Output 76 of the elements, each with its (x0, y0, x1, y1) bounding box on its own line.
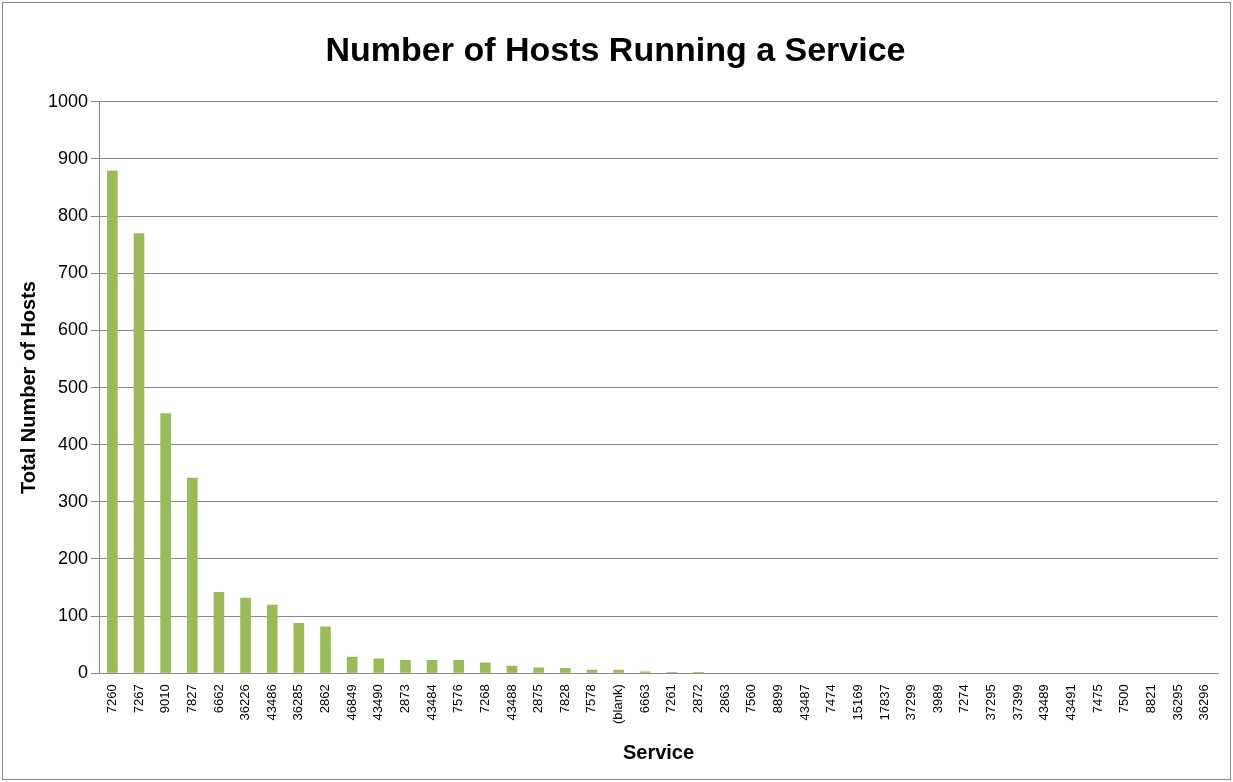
x-tick-label: 43484 (423, 684, 439, 721)
bar (533, 667, 544, 673)
x-tick-label: 43488 (503, 684, 519, 721)
bar (373, 658, 385, 673)
x-axis-title: Service (622, 740, 695, 763)
bar (480, 662, 491, 673)
x-tick-label: 36226 (237, 684, 253, 721)
x-tick-label: 7827 (183, 684, 199, 714)
bar (107, 170, 118, 673)
y-tick-label: 900 (58, 147, 89, 168)
y-tick-label: 300 (58, 490, 89, 511)
y-tick-label: 500 (58, 376, 89, 397)
y-axis-title: Total Number of Hosts (16, 281, 39, 495)
bar (160, 413, 171, 673)
x-tick-label: 7274 (956, 684, 972, 714)
x-tick-label: 2873 (397, 684, 412, 714)
x-tick-label: 37399 (1009, 684, 1025, 721)
x-tick-label: 37295 (983, 684, 999, 721)
x-tick-label: 36296 (1196, 684, 1212, 721)
chart-title: Number of Hosts Running a Service (325, 29, 906, 68)
bar (586, 669, 598, 673)
x-tick-label: 43487 (796, 684, 812, 721)
x-tick-label: 2862 (317, 684, 333, 714)
bar (240, 597, 251, 673)
x-tick-label: 7475 (1089, 684, 1105, 714)
x-tick-label: 7267 (130, 684, 146, 714)
bar (453, 660, 465, 673)
bar (213, 592, 225, 673)
x-tick-label: 43489 (1036, 684, 1052, 721)
x-tick-label: 36285 (290, 684, 306, 721)
x-tick-label: 37299 (903, 684, 919, 721)
bar (320, 626, 331, 673)
y-tick-label: 100 (58, 605, 89, 626)
y-tick-label: 800 (58, 205, 89, 226)
bar (346, 656, 358, 673)
y-tick-label: 600 (58, 319, 89, 340)
y-tick-label: 0 (78, 662, 89, 683)
x-tick-label: 7578 (583, 684, 599, 714)
bar (293, 622, 305, 673)
bar (613, 669, 624, 673)
x-tick-label: 46849 (343, 684, 359, 721)
x-tick-label: (blank) (610, 684, 626, 725)
bar (506, 665, 518, 673)
bar (400, 660, 411, 673)
x-tick-label: 7474 (823, 684, 839, 714)
x-tick-label: 7576 (450, 684, 466, 714)
x-tick-label: 15169 (849, 684, 865, 721)
y-tick-label: 400 (58, 433, 89, 454)
x-tick-label: 36295 (1169, 684, 1185, 721)
y-tick-label: 1000 (48, 90, 89, 111)
x-tick-label: 7261 (663, 684, 679, 714)
x-tick-label: 17837 (876, 684, 892, 721)
x-tick-label: 7500 (1116, 684, 1132, 714)
x-tick-label: 7828 (556, 684, 572, 714)
bar (186, 477, 198, 673)
x-tick-label: 43491 (1063, 684, 1079, 721)
x-tick-label: 7268 (476, 684, 492, 714)
bar (559, 668, 571, 673)
x-tick-label: 8821 (1142, 684, 1158, 714)
x-tick-label: 3989 (929, 684, 945, 714)
bar (266, 604, 278, 673)
x-tick-label: 9010 (157, 684, 173, 714)
x-tick-label: 8899 (769, 684, 785, 714)
x-tick-label: 43490 (370, 684, 386, 721)
x-tick-label: 7260 (103, 684, 119, 714)
y-tick-label: 200 (58, 547, 89, 568)
x-tick-label: 2863 (716, 684, 732, 714)
x-tick-label: 2875 (530, 684, 546, 714)
bar (426, 660, 438, 673)
x-tick-label: 6662 (210, 684, 226, 714)
x-tick-label: 43486 (263, 684, 279, 721)
x-tick-label: 7560 (743, 684, 759, 714)
bar (133, 233, 145, 673)
x-tick-label: 6663 (636, 684, 652, 714)
y-tick-label: 700 (58, 262, 89, 283)
x-tick-label: 2872 (690, 684, 706, 714)
